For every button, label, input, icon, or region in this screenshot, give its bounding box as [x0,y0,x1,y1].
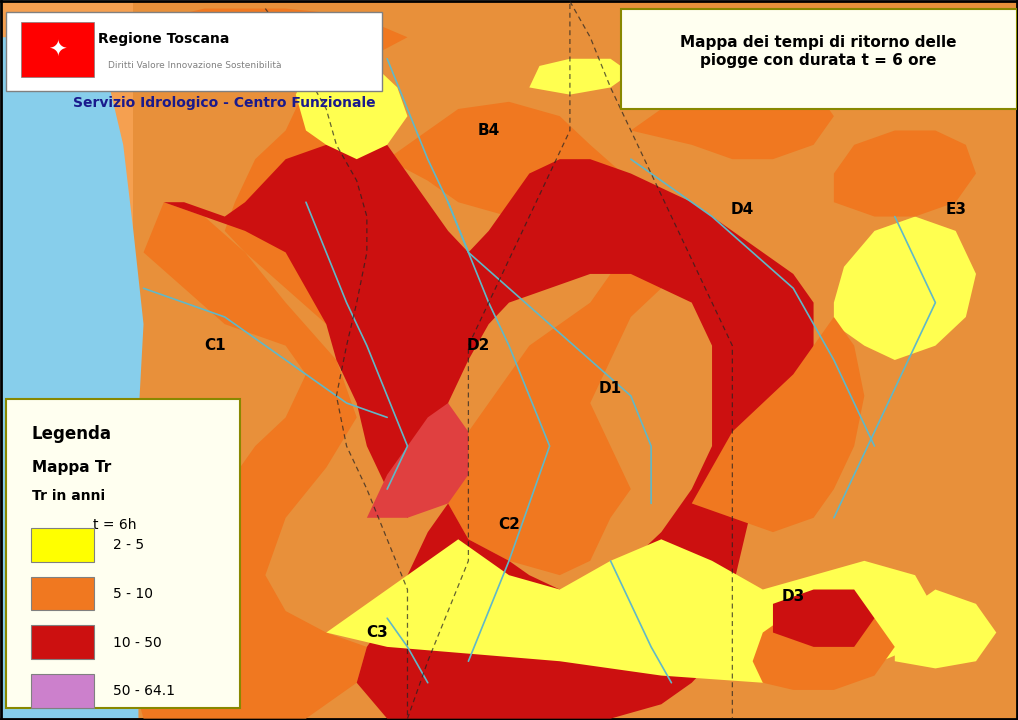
Polygon shape [387,102,692,575]
Text: B4: B4 [477,123,500,138]
Polygon shape [133,202,366,719]
Text: 5 - 10: 5 - 10 [113,587,153,600]
Text: 10 - 50: 10 - 50 [113,636,162,649]
Polygon shape [834,217,976,360]
Polygon shape [144,9,428,346]
Text: Regione Toscana: Regione Toscana [98,32,229,45]
Polygon shape [631,73,834,159]
Text: Legenda: Legenda [32,425,112,443]
FancyBboxPatch shape [6,400,240,708]
Text: C1: C1 [204,338,225,353]
Text: D3: D3 [782,589,805,604]
FancyBboxPatch shape [31,626,94,659]
Polygon shape [529,59,631,94]
Text: C2: C2 [498,518,520,533]
Text: E3: E3 [945,202,966,217]
Text: Diritti Valore Innovazione Sostenibilità: Diritti Valore Innovazione Sostenibilità [108,61,281,71]
Text: 2 - 5: 2 - 5 [113,538,145,552]
Text: Mappa dei tempi di ritorno delle
piogge con durata t = 6 ore: Mappa dei tempi di ritorno delle piogge … [680,35,957,68]
FancyBboxPatch shape [621,9,1017,109]
Text: ✦: ✦ [48,40,66,60]
Polygon shape [296,52,407,159]
Polygon shape [752,604,895,690]
Text: D4: D4 [731,202,754,217]
Polygon shape [1,59,144,719]
Text: Servizio Idrologico - Centro Funzionale: Servizio Idrologico - Centro Funzionale [73,96,376,110]
Polygon shape [834,130,976,217]
Text: Mappa Tr: Mappa Tr [32,460,111,475]
Text: Tr in anni: Tr in anni [32,489,105,503]
Polygon shape [366,403,468,518]
Text: C3: C3 [366,625,388,640]
Polygon shape [1,37,174,719]
Text: 50 - 64.1: 50 - 64.1 [113,684,175,698]
Polygon shape [895,590,997,668]
Polygon shape [164,130,813,719]
Polygon shape [692,317,864,532]
Text: D1: D1 [599,381,622,396]
FancyBboxPatch shape [6,12,382,91]
FancyBboxPatch shape [31,528,94,562]
Polygon shape [133,1,1017,719]
Text: B3: B3 [635,73,658,88]
FancyBboxPatch shape [20,22,94,78]
FancyBboxPatch shape [31,674,94,708]
Polygon shape [326,539,936,683]
Text: t = 6h: t = 6h [93,518,136,532]
Text: A4: A4 [360,80,383,95]
Text: D2: D2 [467,338,491,353]
Polygon shape [773,590,874,647]
FancyBboxPatch shape [31,577,94,611]
